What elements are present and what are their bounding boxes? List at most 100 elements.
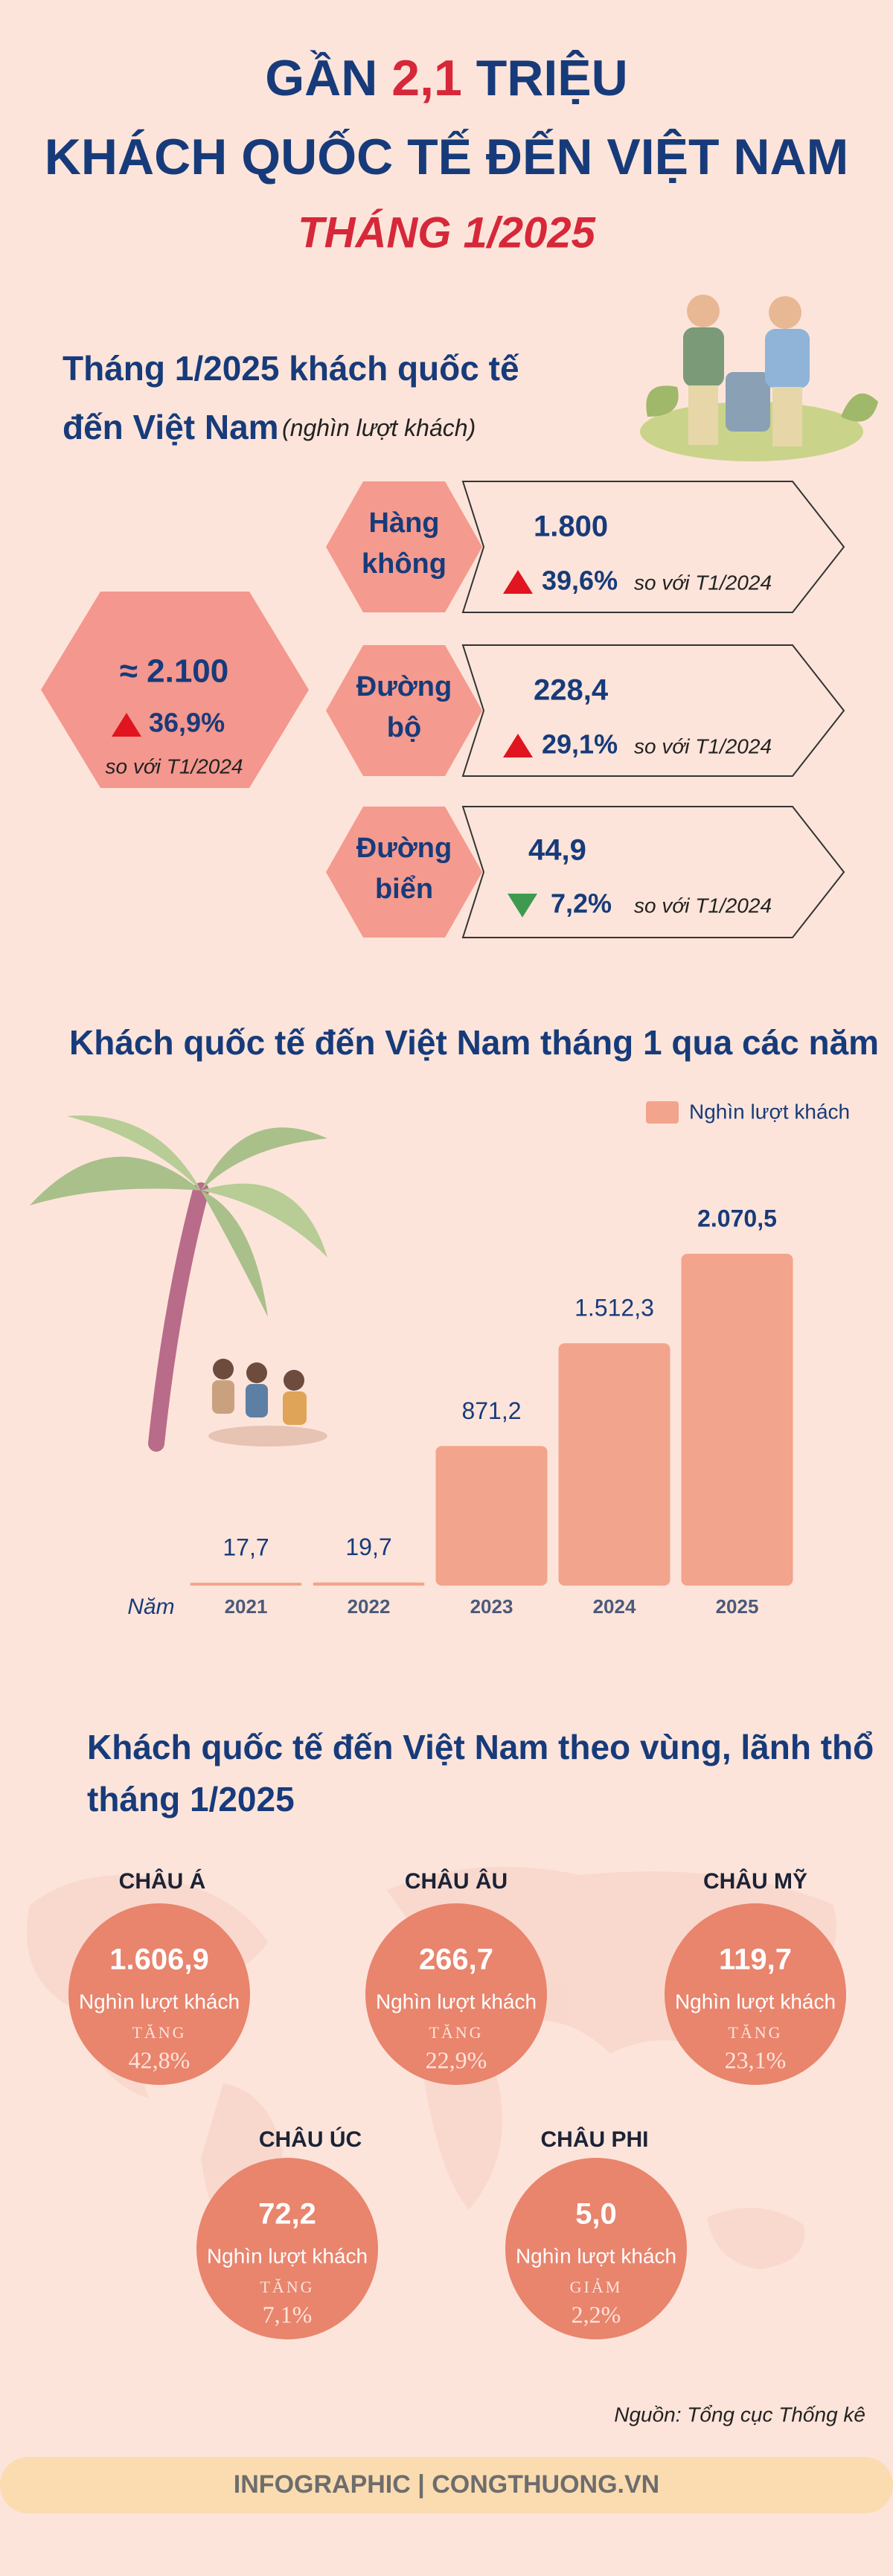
region-circle — [505, 2158, 687, 2339]
mode-change: 39,6% — [542, 565, 618, 596]
x-tick-label: 2022 — [348, 1595, 391, 1618]
mode-name: biển — [375, 874, 433, 905]
bar — [435, 1446, 548, 1586]
travelers-illustration — [640, 295, 878, 461]
chart-title: Khách quốc tế đến Việt Nam tháng 1 qua c… — [69, 1023, 879, 1062]
x-tick-label: 2023 — [470, 1595, 513, 1618]
region-trend: TĂNG — [728, 2023, 782, 2042]
mode-row: Đường bộ 228,4 29,1% so với T1/2024 — [326, 644, 845, 777]
mode-compare: so với T1/2024 — [634, 894, 772, 917]
region-unit: Nghìn lượt khách — [207, 2244, 368, 2267]
mode-name: không — [362, 548, 446, 580]
region-value: 266,7 — [419, 1944, 493, 1976]
region-unit: Nghìn lượt khách — [79, 1990, 240, 2013]
mode-name: Hàng — [369, 507, 440, 539]
region-unit: Nghìn lượt khách — [376, 1990, 537, 2013]
mode-compare: so với T1/2024 — [634, 571, 772, 594]
arrow-box — [461, 806, 845, 938]
region-change: 42,8% — [129, 2046, 191, 2073]
region-value: 1.606,9 — [109, 1944, 208, 1976]
footer: INFOGRAPHIC | CONGTHUONG.VN — [234, 2470, 659, 2499]
up-triangle — [503, 734, 533, 757]
section-heading: đến Việt Nam (nghìn lượt khách) — [63, 408, 476, 446]
title-part: GẦN — [265, 49, 377, 106]
mode-hexagon — [326, 645, 482, 776]
total-hexagon — [41, 592, 309, 788]
title-line: GẦN 2,1 TRIỆU — [265, 49, 627, 106]
value-label: 17,7 — [223, 1534, 269, 1561]
region-value: 119,7 — [719, 1944, 792, 1976]
source: Nguồn: Tổng cục Thống kê — [614, 2403, 865, 2426]
x-tick-label: 2021 — [225, 1595, 268, 1618]
value-label: 871,2 — [461, 1397, 521, 1424]
region-name: CHÂU MỸ — [703, 1868, 807, 1894]
section-heading: Khách quốc tế đến Việt Nam theo vùng, lã… — [87, 1728, 874, 1766]
region-trend: GIẢM — [570, 2278, 623, 2296]
value-label: 1.512,3 — [574, 1295, 654, 1321]
title-month: THÁNG 1/2025 — [298, 208, 595, 257]
region-trend: TĂNG — [260, 2278, 314, 2296]
region-unit: Nghìn lượt khách — [516, 2244, 676, 2267]
section-heading: Tháng 1/2025 khách quốc tế — [63, 349, 519, 388]
region-value: 5,0 — [575, 2198, 617, 2231]
legend-swatch — [646, 1101, 679, 1124]
title-line: KHÁCH QUỐC TẾ ĐẾN VIỆT NAM — [45, 128, 848, 185]
mode-name: Đường — [356, 833, 452, 864]
total-change: 36,9% — [149, 708, 225, 738]
mode-name: bộ — [387, 712, 421, 743]
up-triangle — [112, 713, 141, 737]
heading-text: đến Việt Nam — [63, 408, 279, 446]
mode-row: Hàng không 1.800 39,6% so với T1/2024 — [326, 481, 845, 613]
region-name: CHÂU ÂU — [405, 1868, 508, 1894]
bar — [558, 1343, 670, 1586]
region-change: 23,1% — [725, 2046, 787, 2073]
bar — [313, 1582, 425, 1586]
down-triangle — [508, 894, 537, 917]
mode-change: 7,2% — [551, 888, 612, 919]
title-highlight: 2,1 — [391, 50, 462, 106]
total-compare: so với T1/2024 — [105, 754, 243, 778]
legend-label: Nghìn lượt khách — [689, 1100, 850, 1123]
bar — [681, 1254, 793, 1586]
arrow-box — [461, 481, 845, 613]
arrow-box — [461, 644, 845, 777]
palm-illustration — [30, 1115, 327, 1452]
region-change: 7,1% — [263, 2301, 313, 2327]
bar — [190, 1583, 302, 1586]
region-name: CHÂU PHI — [540, 2127, 648, 2152]
up-triangle — [503, 570, 533, 594]
mode-value: 44,9 — [528, 834, 586, 867]
x-tick-label: 2024 — [593, 1595, 636, 1618]
mode-name: Đường — [356, 671, 452, 702]
value-label: 19,7 — [345, 1534, 391, 1560]
unit-note: (nghìn lượt khách) — [282, 414, 476, 441]
region-unit: Nghìn lượt khách — [675, 1990, 836, 2013]
title-part: TRIỆU — [476, 49, 628, 106]
x-axis-label: Năm — [127, 1595, 174, 1619]
mode-change: 29,1% — [542, 729, 618, 760]
section-heading: tháng 1/2025 — [87, 1780, 295, 1819]
region-trend: TĂNG — [429, 2023, 483, 2042]
region-value: 72,2 — [258, 2198, 316, 2231]
bar-chart: Nghìn lượt khách Năm 17,7 2021 19,7 2022 871,2… — [127, 1100, 850, 1619]
mode-value: 228,4 — [534, 674, 609, 707]
mode-hexagon — [326, 481, 482, 612]
region-name: CHÂU Á — [119, 1868, 206, 1894]
region-circle — [365, 1903, 547, 2085]
value-label: 2.070,5 — [697, 1205, 777, 1231]
total-value: ≈ 2.100 — [120, 653, 228, 690]
region-trend: TĂNG — [132, 2023, 186, 2042]
region-change: 22,9% — [426, 2046, 487, 2073]
footer-bar — [0, 2457, 893, 2513]
mode-row: Đường biển 44,9 7,2% so với T1/2024 — [326, 806, 845, 938]
region-circle — [665, 1903, 846, 2085]
mode-value: 1.800 — [534, 510, 608, 543]
region-change: 2,2% — [572, 2301, 621, 2327]
x-tick-label: 2025 — [716, 1595, 759, 1618]
region-circle — [68, 1903, 250, 2085]
region-circle — [196, 2158, 378, 2339]
region-circles: CHÂU Á 1.606,9 Nghìn lượt khách TĂNG 42,8% CH… — [68, 1868, 846, 2339]
mode-hexagon — [326, 807, 482, 938]
mode-compare: so với T1/2024 — [634, 734, 772, 757]
